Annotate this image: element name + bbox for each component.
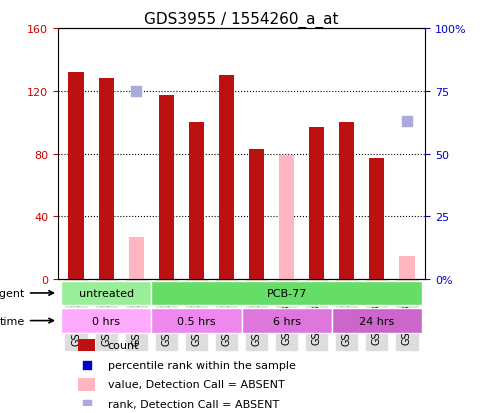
Bar — [369, 159, 384, 280]
Text: agent: agent — [0, 288, 53, 298]
Text: 0.5 hrs: 0.5 hrs — [177, 316, 216, 326]
Bar — [339, 123, 355, 280]
Text: untreated: untreated — [79, 288, 134, 298]
Bar — [309, 128, 324, 280]
Bar — [279, 156, 294, 280]
FancyBboxPatch shape — [61, 309, 151, 333]
Title: GDS3955 / 1554260_a_at: GDS3955 / 1554260_a_at — [144, 12, 339, 28]
FancyBboxPatch shape — [242, 309, 332, 333]
Text: 0 hrs: 0 hrs — [92, 316, 120, 326]
Point — [283, 3, 290, 9]
Bar — [159, 96, 174, 280]
FancyBboxPatch shape — [151, 309, 242, 333]
FancyBboxPatch shape — [61, 281, 151, 306]
Bar — [399, 256, 414, 280]
Bar — [249, 150, 264, 280]
Bar — [189, 123, 204, 280]
Text: time: time — [0, 316, 53, 326]
Text: PCB-77: PCB-77 — [267, 288, 307, 298]
Bar — [219, 76, 234, 280]
Point — [403, 118, 411, 125]
Bar — [99, 79, 114, 280]
FancyBboxPatch shape — [151, 281, 422, 306]
Text: rank, Detection Call = ABSENT: rank, Detection Call = ABSENT — [108, 399, 279, 409]
Text: 24 hrs: 24 hrs — [359, 316, 395, 326]
Bar — [78, 339, 95, 351]
Text: value, Detection Call = ABSENT: value, Detection Call = ABSENT — [108, 380, 284, 389]
Point — [132, 88, 140, 95]
FancyBboxPatch shape — [332, 309, 422, 333]
Bar — [78, 378, 95, 391]
Text: count: count — [108, 340, 139, 350]
Text: 6 hrs: 6 hrs — [272, 316, 300, 326]
Bar — [69, 73, 84, 280]
Text: percentile rank within the sample: percentile rank within the sample — [108, 360, 296, 370]
Bar — [128, 237, 144, 280]
